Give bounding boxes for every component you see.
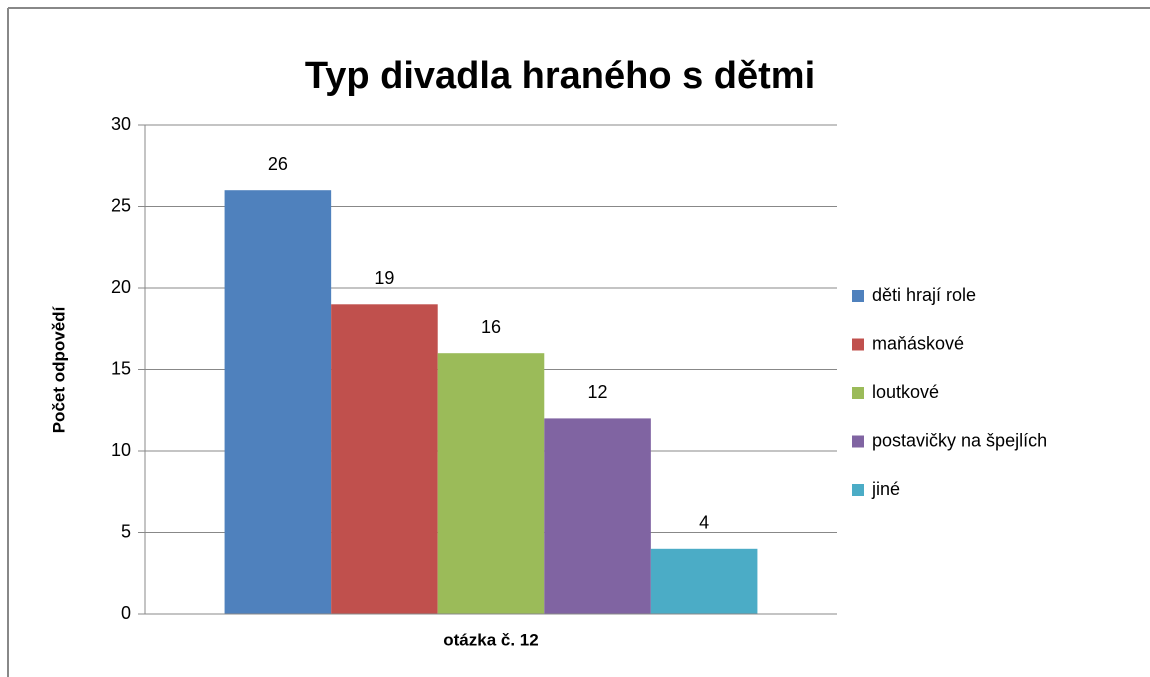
legend-swatch: [852, 338, 864, 351]
bar: [224, 190, 332, 614]
y-tick-label: 0: [121, 603, 131, 623]
y-tick-label: 30: [111, 114, 131, 134]
data-label: 16: [481, 317, 501, 337]
data-label: 26: [268, 154, 288, 174]
legend-label: děti hrají role: [872, 285, 976, 305]
bar: [437, 353, 545, 614]
bar: [650, 548, 758, 614]
y-tick-label: 15: [111, 358, 131, 378]
legend-label: jiné: [871, 479, 900, 499]
legend-label: postavičky na špejlích: [872, 430, 1047, 450]
data-label: 19: [374, 268, 394, 288]
y-axis-title: Počet odpovědí: [49, 305, 68, 433]
data-label: 4: [699, 513, 709, 533]
y-tick-label: 25: [111, 195, 131, 215]
bar: [331, 304, 438, 614]
legend-label: loutkové: [872, 382, 939, 402]
y-tick-label: 5: [121, 521, 131, 541]
legend-swatch: [852, 435, 864, 448]
chart-title: Typ divadla hraného s dětmi: [305, 55, 815, 97]
legend-swatch: [852, 387, 864, 399]
y-tick-label: 10: [111, 440, 131, 460]
y-tick-label: 20: [111, 277, 131, 297]
legend-label: maňáskové: [872, 333, 964, 353]
bar: [544, 418, 651, 614]
data-label: 12: [588, 382, 608, 402]
legend-swatch: [852, 290, 864, 302]
legend-swatch: [852, 484, 864, 496]
x-tick-label: otázka č. 12: [443, 630, 538, 649]
